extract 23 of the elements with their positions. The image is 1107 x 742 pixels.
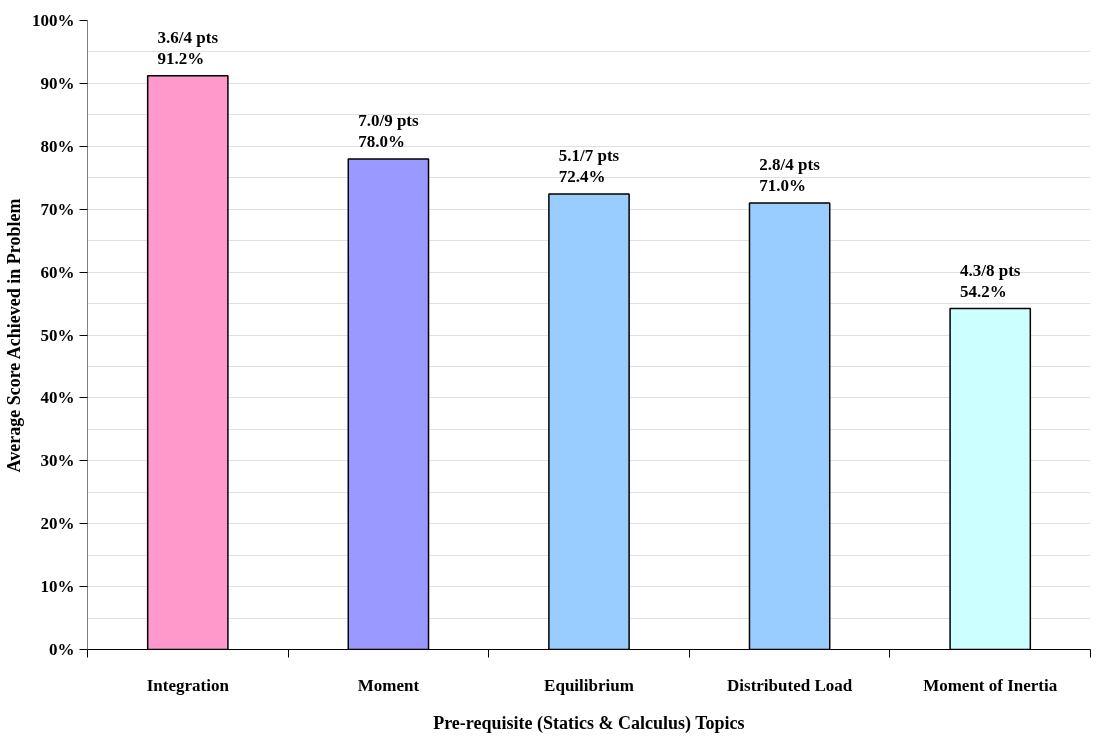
x-axis-title: Pre-requisite (Statics & Calculus) Topics: [433, 712, 745, 734]
y-axis-title: Average Score Achieved in Problem: [4, 198, 24, 473]
y-tick-label: 20%: [40, 514, 75, 534]
x-tick-label: Distributed Load: [727, 675, 853, 695]
y-tick-label: 80%: [40, 136, 75, 156]
y-tick-label: 40%: [40, 388, 75, 408]
y-tick-label: 30%: [40, 451, 75, 471]
x-tick-label: Integration: [146, 675, 230, 695]
x-tick-label: Equilibrium: [544, 675, 634, 695]
data-label: 3.6/4 pts 91.2%: [157, 27, 219, 68]
data-label: 4.3/8 pts 54.2%: [959, 260, 1021, 301]
y-tick-label: 60%: [40, 262, 75, 282]
y-tick-label: 50%: [40, 325, 75, 345]
x-tick-label: Moment of Inertia: [923, 675, 1058, 695]
y-tick-label: 100%: [32, 11, 75, 30]
data-label: 5.1/7 pts 72.4%: [558, 146, 620, 187]
x-tick-label: Moment: [357, 675, 420, 695]
data-label: 7.0/9 pts 78.0%: [358, 110, 420, 151]
y-tick-label: 10%: [40, 577, 75, 597]
y-tick-label: 90%: [40, 73, 75, 93]
y-tick-label: 70%: [40, 199, 75, 219]
data-label: 2.8/4 pts 71.0%: [759, 155, 821, 195]
y-tick-label: 0%: [49, 640, 75, 659]
